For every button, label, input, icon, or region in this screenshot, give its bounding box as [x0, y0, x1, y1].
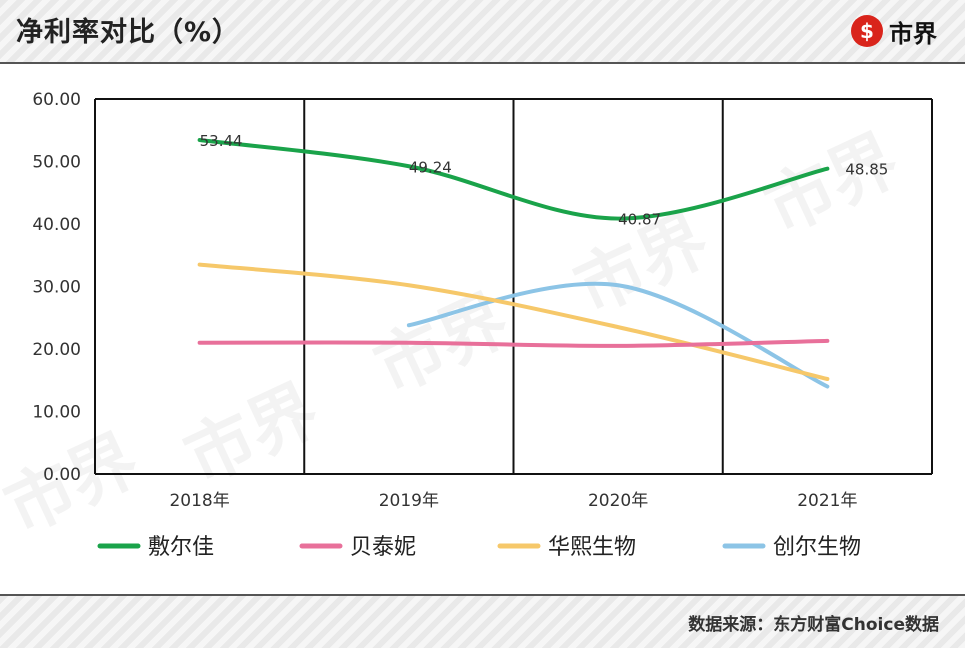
x-tick-label: 2021年	[797, 491, 857, 511]
x-tick-label: 2020年	[588, 491, 648, 511]
footer-divider	[0, 594, 965, 596]
data-label: 48.85	[845, 161, 888, 179]
y-tick-label: 10.00	[32, 403, 81, 423]
brand-logo: $ 市界	[851, 14, 937, 48]
data-label: 53.44	[200, 132, 243, 150]
legend-label: 敷尔佳	[148, 535, 214, 560]
data-source: 数据来源：东方财富Choice数据	[688, 615, 939, 635]
header-bar: 净利率对比（%） $ 市界	[0, 0, 965, 62]
header-divider	[0, 62, 965, 64]
data-label: 40.87	[618, 211, 661, 229]
y-tick-label: 0.00	[43, 465, 81, 485]
watermark-text: 市界	[173, 369, 330, 499]
brand-name: 市界	[889, 18, 937, 48]
legend-label: 华熙生物	[548, 535, 636, 560]
y-tick-label: 20.00	[32, 340, 81, 360]
y-tick-label: 30.00	[32, 278, 81, 298]
series-line	[197, 138, 830, 221]
legend-label: 创尔生物	[773, 535, 861, 560]
chart-area: 市界市界市界市界市界 0.0010.0020.0030.0040.0050.00…	[0, 64, 965, 594]
line-chart: 市界市界市界市界市界 0.0010.0020.0030.0040.0050.00…	[0, 90, 933, 560]
yuan-circle-icon: $	[851, 15, 883, 47]
footer-bar: 数据来源：东方财富Choice数据	[0, 596, 965, 648]
series-line	[197, 338, 830, 348]
y-tick-label: 50.00	[32, 153, 81, 173]
data-label: 49.24	[409, 158, 452, 176]
x-tick-label: 2018年	[169, 491, 229, 511]
y-tick-label: 60.00	[32, 90, 81, 110]
series-line	[406, 281, 830, 389]
legend-label: 贝泰妮	[350, 535, 416, 560]
y-tick-label: 40.00	[32, 215, 81, 235]
page-title: 净利率对比（%）	[16, 17, 241, 48]
x-tick-label: 2019年	[379, 491, 439, 511]
series-line	[197, 262, 830, 381]
